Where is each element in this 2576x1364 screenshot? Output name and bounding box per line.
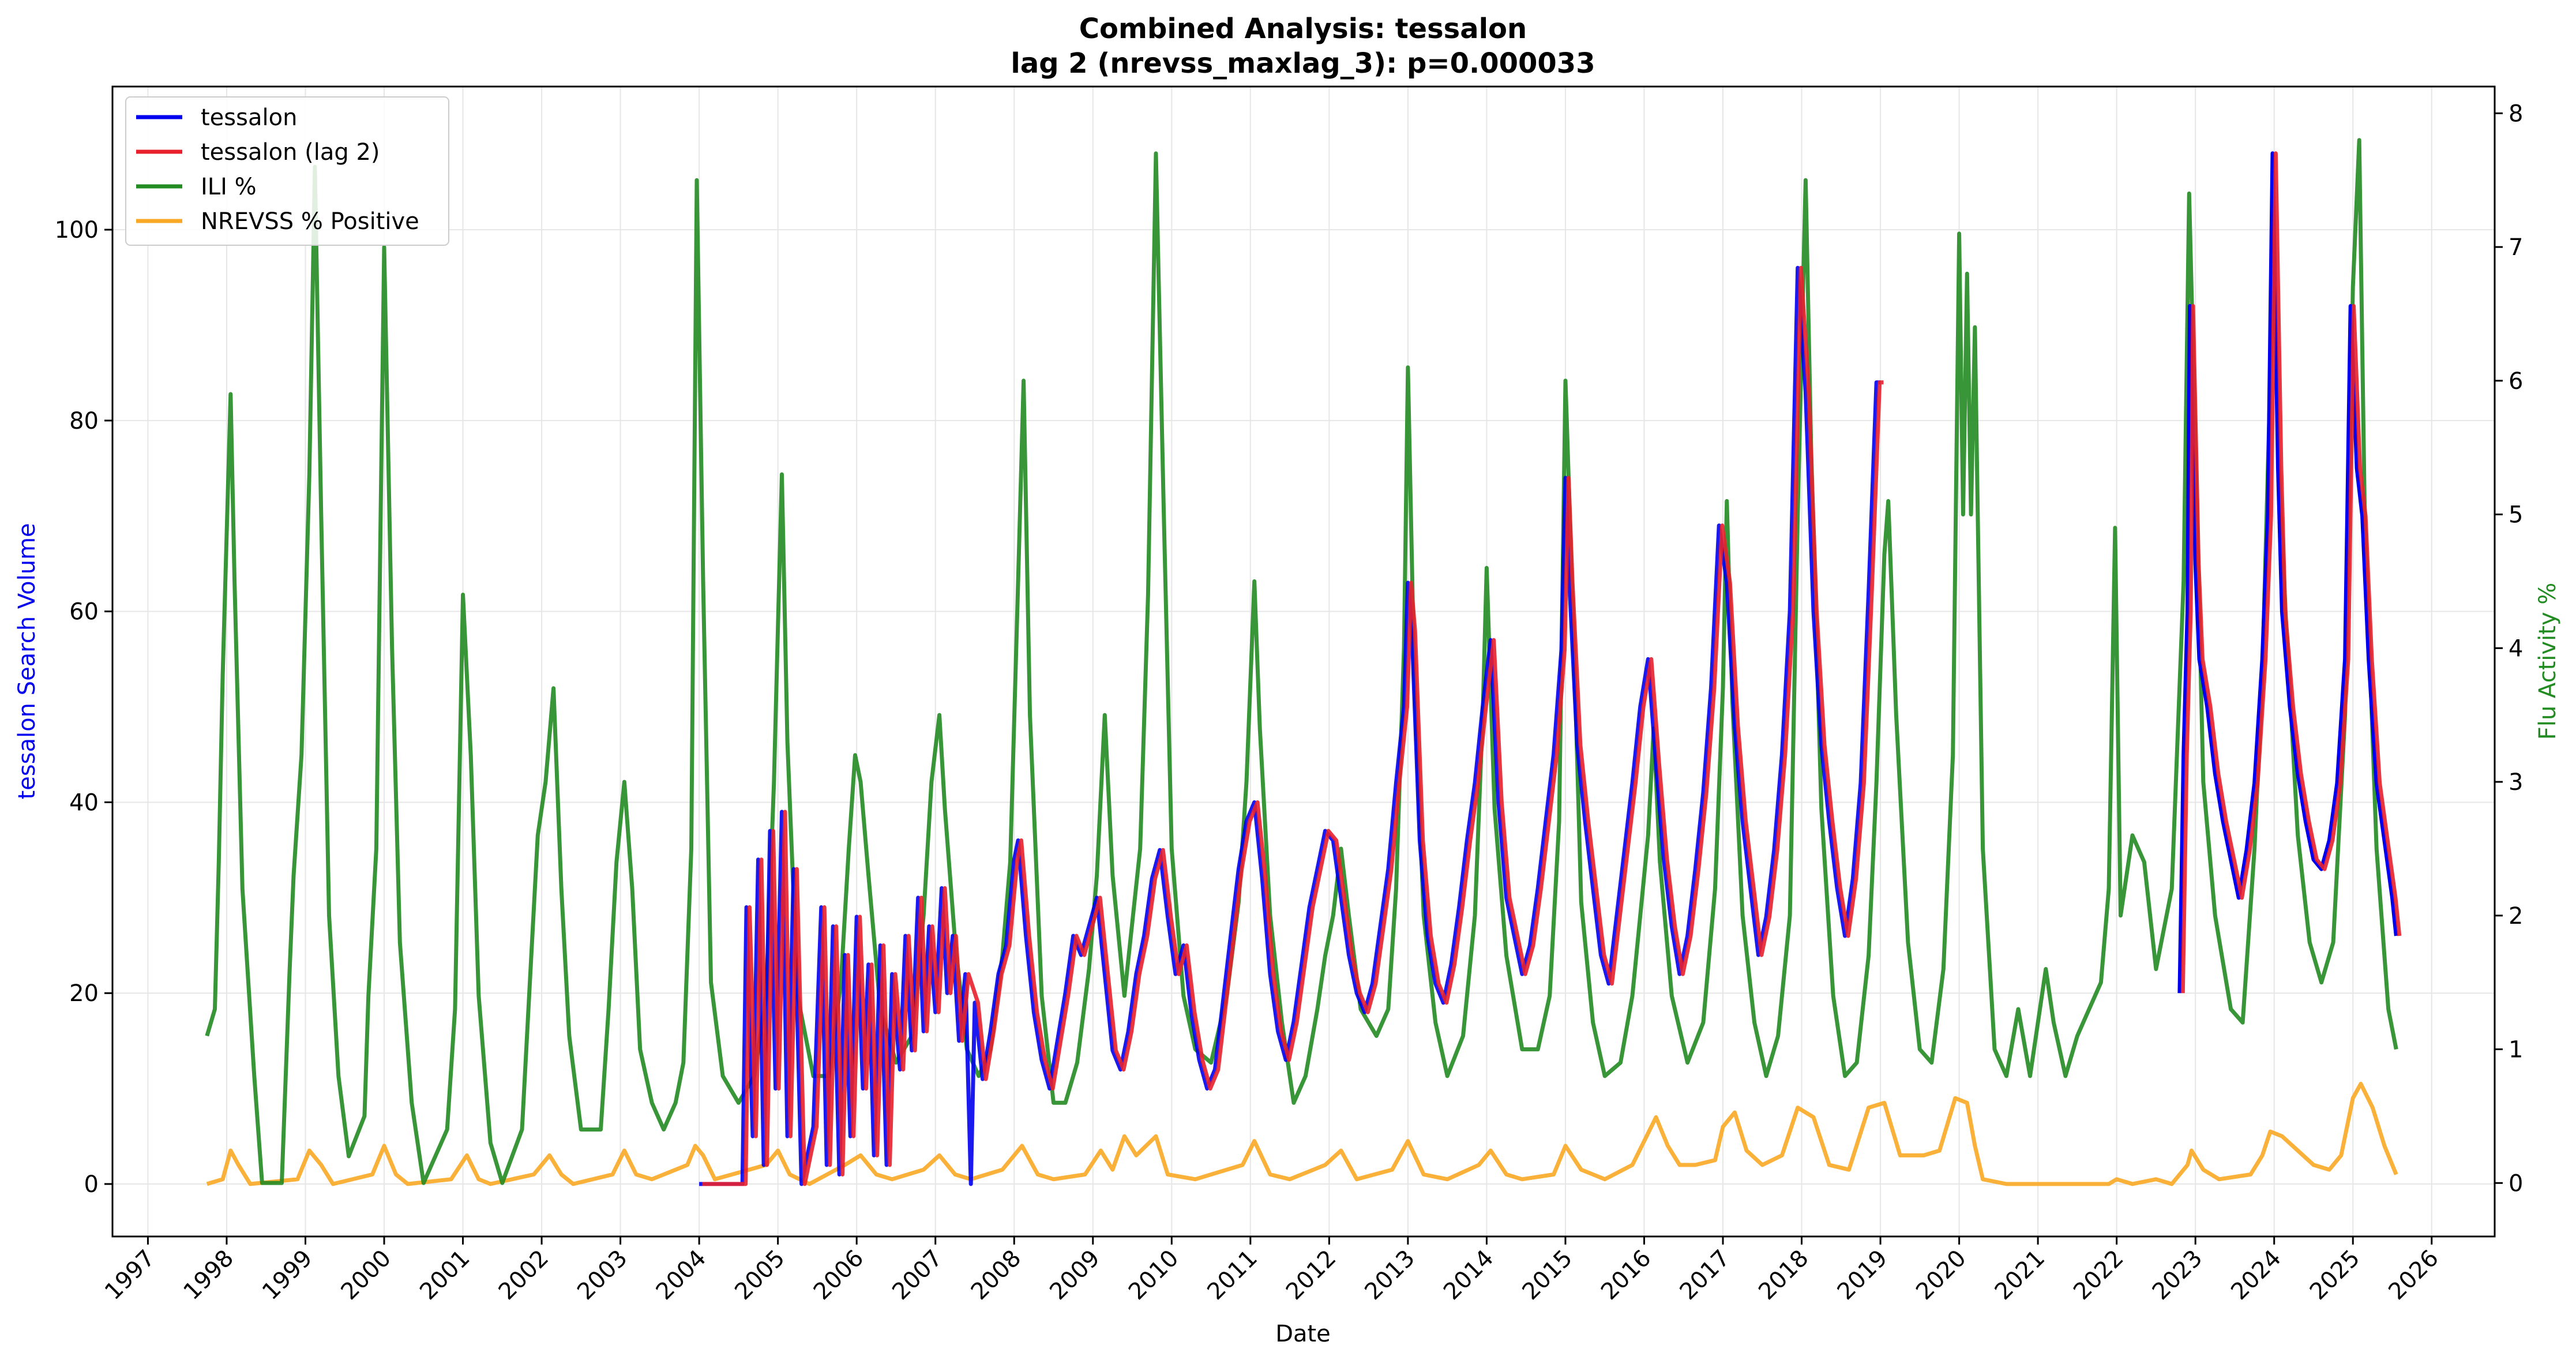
series-tessalon-lag-late-line	[2180, 151, 2402, 994]
legend-label-nrevss: NREVSS % Positive	[201, 208, 419, 235]
x-axis-label: Date	[1275, 1321, 1331, 1347]
left-y-tick-label: 20	[69, 980, 99, 1007]
left-y-tick-label: 0	[84, 1171, 99, 1198]
legend-box	[125, 96, 449, 246]
series-tessalon-late-line	[2177, 151, 2398, 994]
right-y-tick-label: 4	[2509, 635, 2523, 662]
right-y-tick-label: 3	[2509, 769, 2523, 796]
chart-title: Combined Analysis: tessalon	[1079, 13, 1527, 45]
right-y-axis-label: Flu Activity %	[2534, 583, 2561, 740]
legend-label-tessalon: tessalon	[201, 104, 297, 131]
right-y-axis-ticks: 0 1 2 3 4 5 6 7 8	[2495, 100, 2523, 1197]
series-tessalon-lag-line	[702, 265, 1884, 1186]
right-y-tick-label: 2	[2509, 903, 2523, 930]
left-y-axis-ticks: 0 20 40 60 80 100	[55, 217, 112, 1198]
grid-lines	[112, 87, 2495, 1236]
left-y-axis-label: tessalon Search Volume	[14, 523, 40, 799]
left-y-tick-label: 60	[69, 599, 99, 625]
legend-label-tessalon-lag: tessalon (lag 2)	[201, 139, 380, 166]
series-ili-line	[205, 138, 2398, 1185]
right-y-tick-label: 8	[2509, 100, 2523, 127]
series-nrevss-line	[206, 1081, 2398, 1186]
right-y-tick-label: 6	[2509, 368, 2523, 395]
left-y-tick-label: 40	[69, 789, 99, 816]
left-y-tick-label: 100	[55, 217, 99, 243]
legend-label-ili: ILI %	[201, 174, 257, 200]
right-y-tick-label: 5	[2509, 502, 2523, 529]
plot-frame	[111, 85, 2496, 1238]
right-y-tick-label: 1	[2509, 1037, 2523, 1063]
right-y-tick-label: 7	[2509, 234, 2523, 261]
right-y-tick-label: 0	[2509, 1170, 2523, 1197]
series-layer	[205, 138, 2402, 1186]
chart-subtitle: lag 2 (nrevss_maxlag_3): p=0.000033	[1011, 47, 1595, 80]
legend: tessalon tessalon (lag 2) ILI % NREVSS %…	[125, 96, 449, 246]
left-y-tick-label: 80	[69, 408, 99, 434]
